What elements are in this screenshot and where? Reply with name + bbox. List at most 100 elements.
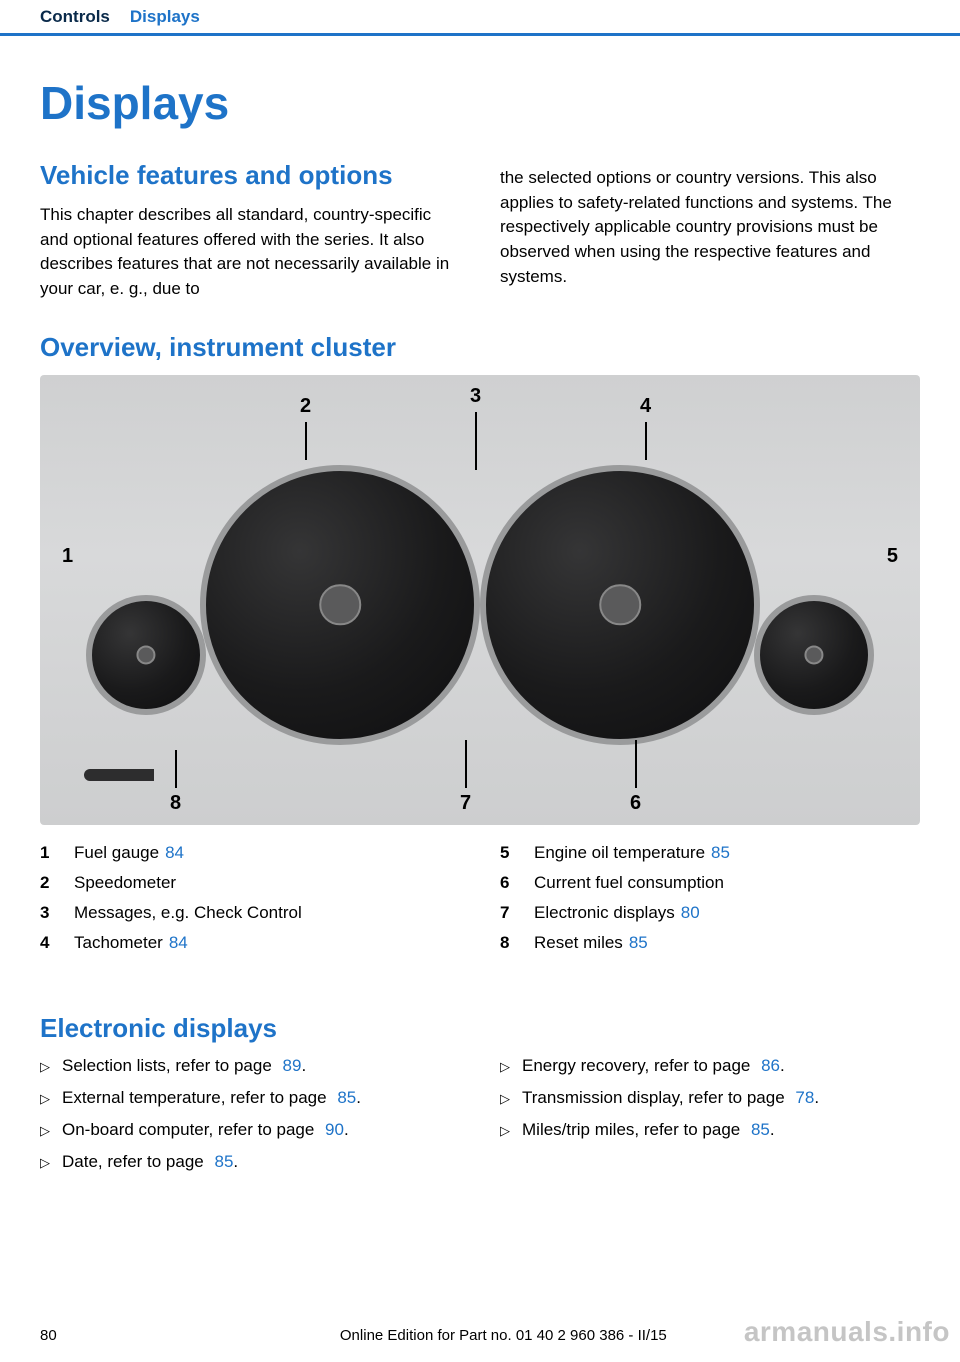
callout-8-label: 8 [170, 792, 181, 815]
legend-row-2: 2 Speedometer [40, 873, 460, 893]
legend-num: 7 [500, 903, 518, 923]
electronic-displays-heading: Electronic displays [40, 1013, 920, 1044]
watermark: armanuals.info [744, 1316, 950, 1348]
bullet-tail: . [814, 1088, 819, 1107]
legend-row-4: 4 Tachometer 84 [40, 933, 460, 953]
page-ref-link[interactable]: 85 [337, 1088, 356, 1107]
page-ref-link[interactable]: 85 [629, 933, 648, 952]
legend-num: 5 [500, 843, 518, 863]
vehicle-features-section: Vehicle features and options This chapte… [40, 160, 920, 302]
gauge-fuel [86, 595, 206, 715]
header-breadcrumb: Controls Displays [0, 0, 960, 36]
overview-heading: Overview, instrument cluster [40, 332, 920, 363]
callout-5-label: 5 [887, 545, 898, 568]
bullet-icon: ▷ [500, 1059, 510, 1075]
legend-num: 2 [40, 873, 58, 893]
callout-5: 5 [861, 545, 898, 568]
bullet-text: Transmission display, refer to page [522, 1088, 789, 1107]
legend-row-8: 8 Reset miles 85 [500, 933, 920, 953]
callout-2: 2 [300, 395, 311, 460]
page-ref-link[interactable]: 85 [214, 1152, 233, 1171]
gauge-speedometer [200, 465, 480, 745]
vehicle-features-para-right: the selected options or country versions… [500, 166, 920, 289]
page-ref-link[interactable]: 78 [795, 1088, 814, 1107]
page-ref-link[interactable]: 80 [681, 903, 700, 922]
legend-label: Messages, e.g. Check Control [74, 903, 302, 923]
page-ref-link[interactable]: 84 [165, 843, 184, 862]
bullet-tail: . [301, 1056, 306, 1075]
callout-3: 3 [470, 385, 481, 470]
legend-num: 4 [40, 933, 58, 953]
gauge-tachometer [480, 465, 760, 745]
bullet-tail: . [344, 1120, 349, 1139]
instrument-cluster-diagram: 2 3 4 1 5 8 7 [40, 375, 920, 825]
legend-num: 8 [500, 933, 518, 953]
page-ref-link[interactable]: 90 [325, 1120, 344, 1139]
legend-num: 1 [40, 843, 58, 863]
callout-1: 1 [62, 545, 99, 568]
bullet-icon: ▷ [40, 1059, 50, 1075]
callout-1-label: 1 [62, 545, 73, 568]
bullet-tail: . [233, 1152, 238, 1171]
legend-num: 6 [500, 873, 518, 893]
bullet-text: External temperature, refer to page [62, 1088, 331, 1107]
bullet-text: On-board computer, refer to page [62, 1120, 319, 1139]
list-item: ▷ On-board computer, refer to page 90. [40, 1120, 460, 1140]
bullet-text: Energy recovery, refer to page [522, 1056, 755, 1075]
list-item: ▷ Transmission display, refer to page 78. [500, 1088, 920, 1108]
page-ref-link[interactable]: 89 [283, 1056, 302, 1075]
legend-label: Electronic displays [534, 903, 675, 922]
bullet-tail: . [780, 1056, 785, 1075]
legend-row-5: 5 Engine oil temperature 85 [500, 843, 920, 863]
legend-label: Speedometer [74, 873, 176, 893]
callout-8: 8 [170, 750, 181, 815]
callout-7-label: 7 [460, 792, 471, 815]
legend-row-6: 6 Current fuel consumption [500, 873, 920, 893]
legend-label: Current fuel consumption [534, 873, 724, 893]
electronic-displays-section: Electronic displays ▷Selection lists, re… [40, 1013, 920, 1184]
bullet-tail: . [356, 1088, 361, 1107]
callout-2-label: 2 [300, 395, 311, 418]
bullet-icon: ▷ [40, 1091, 50, 1107]
legend-label: Fuel gauge [74, 843, 159, 862]
legend-label: Engine oil temperature [534, 843, 705, 862]
gauge-oil-temp [754, 595, 874, 715]
legend-col-left: 1 Fuel gauge 84 2 Speedometer 3 Messages,… [40, 843, 460, 963]
vehicle-features-heading: Vehicle features and options [40, 160, 460, 191]
callout-6: 6 [630, 740, 641, 815]
breadcrumb-controls: Controls [40, 7, 110, 27]
list-item: ▷ Energy recovery, refer to page 86. [500, 1056, 920, 1076]
legend-label: Reset miles [534, 933, 623, 952]
page-ref-link[interactable]: 86 [761, 1056, 780, 1075]
callout-4: 4 [640, 395, 651, 460]
legend-row-3: 3 Messages, e.g. Check Control [40, 903, 460, 923]
reset-miles-slot [84, 769, 154, 781]
overview-section: Overview, instrument cluster 2 3 4 1 [40, 332, 920, 963]
bullet-icon: ▷ [500, 1123, 510, 1139]
legend-row-1: 1 Fuel gauge 84 [40, 843, 460, 863]
page-ref-link[interactable]: 84 [169, 933, 188, 952]
bullet-icon: ▷ [40, 1123, 50, 1139]
callout-3-label: 3 [470, 385, 481, 408]
breadcrumb-displays: Displays [130, 7, 200, 27]
list-item: ▷ Miles/trip miles, refer to page 85. [500, 1120, 920, 1140]
callout-6-label: 6 [630, 792, 641, 815]
page-ref-link[interactable]: 85 [751, 1120, 770, 1139]
bullet-tail: . [770, 1120, 775, 1139]
list-item: ▷Date, refer to page 85. [40, 1152, 460, 1172]
vehicle-features-para-left: This chapter describes all standard, cou… [40, 203, 460, 302]
page-ref-link[interactable]: 85 [711, 843, 730, 862]
legend-row-7: 7 Electronic displays 80 [500, 903, 920, 923]
callout-7: 7 [460, 740, 471, 815]
callout-4-label: 4 [640, 395, 651, 418]
bullet-text: Miles/trip miles, refer to page [522, 1120, 745, 1139]
legend-col-right: 5 Engine oil temperature 85 6 Current fue… [500, 843, 920, 963]
bullet-icon: ▷ [500, 1091, 510, 1107]
cluster-legend: 1 Fuel gauge84 2 Speedometer 3 Messages,… [40, 843, 920, 963]
list-item: ▷Selection lists, refer to page 89. [40, 1056, 460, 1076]
legend-label: Tachometer [74, 933, 163, 952]
page-number: 80 [40, 1327, 57, 1344]
legend-num: 3 [40, 903, 58, 923]
page-title: Displays [40, 76, 920, 130]
electronic-col-left: ▷Selection lists, refer to page 89. ▷ Ext… [40, 1056, 460, 1184]
